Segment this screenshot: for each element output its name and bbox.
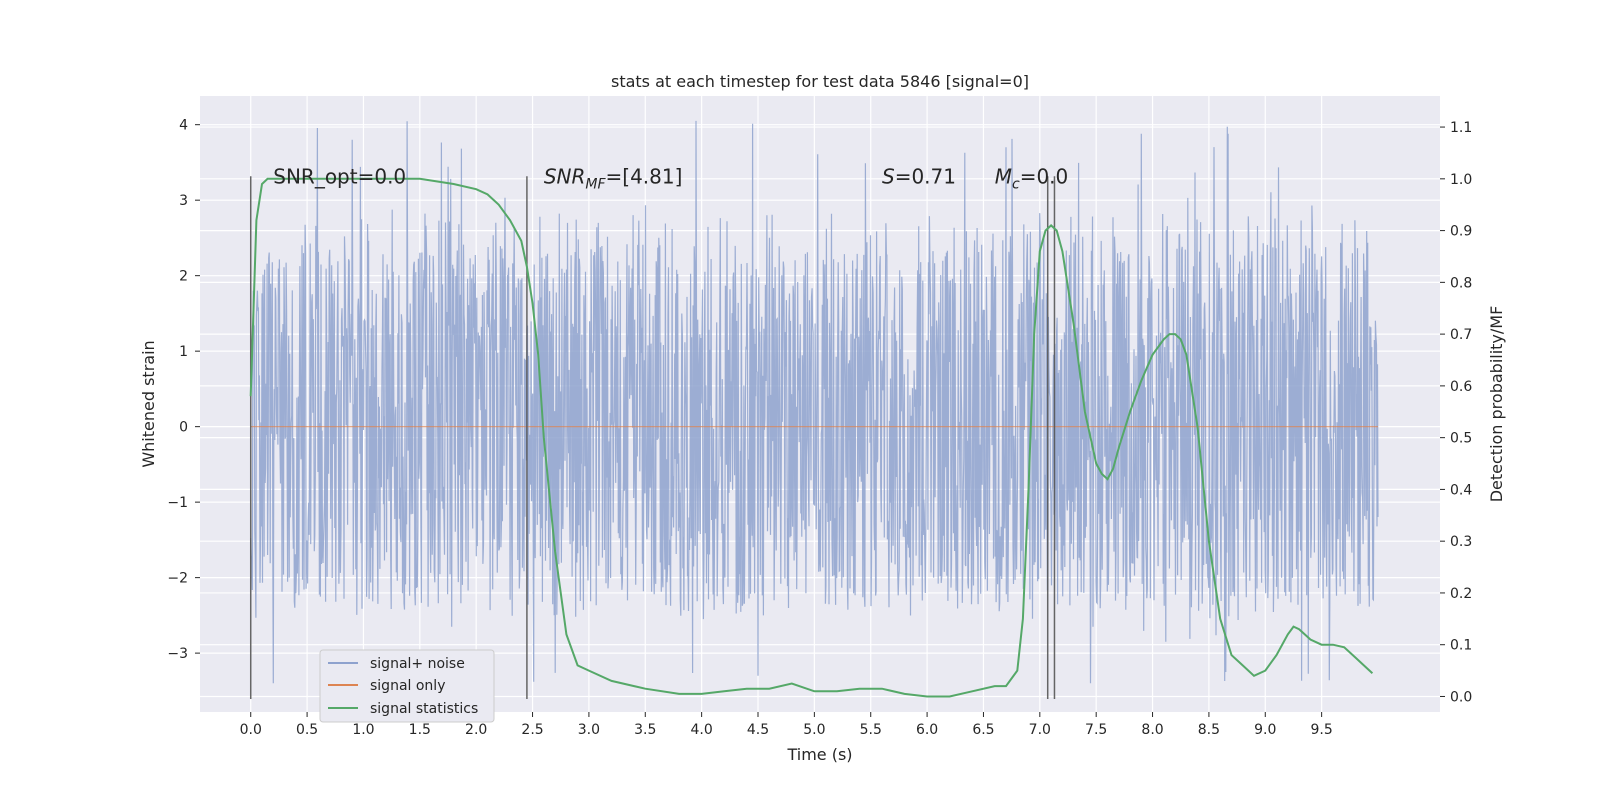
- chart-title: stats at each timestep for test data 584…: [611, 72, 1029, 91]
- y-tick-label: 2: [179, 269, 188, 285]
- y-tick-label: 1: [179, 344, 188, 360]
- x-tick-label: 1.0: [352, 722, 374, 738]
- y-tick-label: 3: [179, 193, 188, 209]
- annotation-chirp-mass-value: =0.0: [1020, 165, 1069, 189]
- x-tick-label: 9.5: [1311, 722, 1333, 738]
- y-right-tick-label: 0.0: [1450, 689, 1472, 705]
- annotation-snr-opt: SNR_opt=0.0: [273, 165, 406, 189]
- series-signal-statistics: [249, 177, 1374, 698]
- y-right-tick-label: 0.9: [1450, 224, 1472, 240]
- annotation-chirp-mass-main: M: [995, 165, 1012, 189]
- y-right-tick-label: 0.6: [1450, 379, 1472, 395]
- x-tick-label: 3.0: [578, 722, 600, 738]
- y-right-tick-label: 0.2: [1450, 586, 1472, 602]
- y-right-tick-label: 0.1: [1450, 638, 1472, 654]
- annotation-chirp-mass: Mc=0.0: [995, 165, 1069, 193]
- signal-statistics-line: [249, 177, 1374, 698]
- series-signal-noise: [250, 120, 1379, 684]
- y-tick-label: 4: [179, 118, 188, 134]
- y-tick-label: 0: [179, 420, 188, 436]
- y-axis-label-left: Whitened strain: [139, 340, 158, 467]
- y-axis-ticks-right: 0.0 0.1 0.2 0.3 0.4 0.5 0.6 0.7 0.8 0.9 1.0 1.1: [1440, 120, 1472, 705]
- y-right-tick-label: 1.1: [1450, 120, 1472, 136]
- annotation-snr-mf: SNRMF=[4.81]: [544, 165, 683, 193]
- y-tick-label: −3: [167, 646, 188, 662]
- x-axis-label: Time (s): [786, 745, 852, 764]
- y-axis-ticks-left: −3 −2 −1 0 1 2 3 4: [167, 118, 200, 662]
- annotation-snr-mf-sub: MF: [585, 177, 606, 193]
- x-tick-label: 0.0: [240, 722, 262, 738]
- legend-label-signal-only: signal only: [370, 678, 445, 694]
- y-right-tick-label: 0.7: [1450, 327, 1472, 343]
- legend-box: [319, 649, 495, 723]
- annotation-chirp-mass-sub: c: [1012, 177, 1020, 193]
- annotations: SNR_opt=0.0 SNRMF=[4.81] S=0.71 Mc=0.0: [273, 165, 1068, 193]
- x-tick-label: 2.0: [465, 722, 487, 738]
- x-tick-label: 4.0: [691, 722, 713, 738]
- x-tick-label: 1.5: [409, 722, 431, 738]
- x-tick-label: 5.0: [803, 722, 825, 738]
- y-axis-label-right: Detection probability/MF: [1487, 306, 1506, 503]
- y-tick-label: −2: [167, 571, 188, 587]
- x-tick-label: 7.0: [1029, 722, 1051, 738]
- legend: signal+ noise signal only signal statist…: [319, 649, 495, 723]
- annotation-s-stat-main: S: [882, 165, 895, 189]
- x-tick-label: 6.5: [972, 722, 994, 738]
- x-tick-label: 8.5: [1198, 722, 1220, 738]
- y-right-tick-label: 0.8: [1450, 275, 1472, 291]
- annotation-snr-mf-main: SNR: [544, 165, 586, 189]
- x-tick-label: 6.0: [916, 722, 938, 738]
- y-right-tick-label: 1.0: [1450, 172, 1472, 188]
- x-tick-label: 0.5: [296, 722, 318, 738]
- x-tick-label: 4.5: [747, 722, 769, 738]
- y-right-tick-label: 0.4: [1450, 482, 1472, 498]
- y-right-tick-label: 0.5: [1450, 431, 1472, 447]
- x-tick-label: 5.5: [860, 722, 882, 738]
- x-tick-label: 8.0: [1141, 722, 1163, 738]
- x-tick-label: 7.5: [1085, 722, 1107, 738]
- annotation-s-stat-value: =0.71: [895, 165, 956, 189]
- y-right-tick-label: 0.3: [1450, 534, 1472, 550]
- signal-noise-line: [250, 120, 1379, 684]
- legend-label-signal-noise: signal+ noise: [370, 656, 465, 672]
- legend-label-signal-statistics: signal statistics: [370, 701, 478, 717]
- y-tick-label: −1: [167, 495, 188, 511]
- x-tick-label: 9.0: [1254, 722, 1276, 738]
- annotation-snr-opt-main: SNR_opt=0.0: [273, 165, 406, 189]
- x-tick-label: 2.5: [521, 722, 543, 738]
- annotation-snr-mf-value: =[4.81]: [606, 165, 683, 189]
- annotation-s-stat: S=0.71: [882, 165, 956, 189]
- x-axis-ticks: 0.0 0.5 1.0 1.5 2.0 2.5 3.0 3.5 4.0 4.5 5.0 5.5 6.0 6…: [240, 712, 1333, 738]
- x-tick-label: 3.5: [634, 722, 656, 738]
